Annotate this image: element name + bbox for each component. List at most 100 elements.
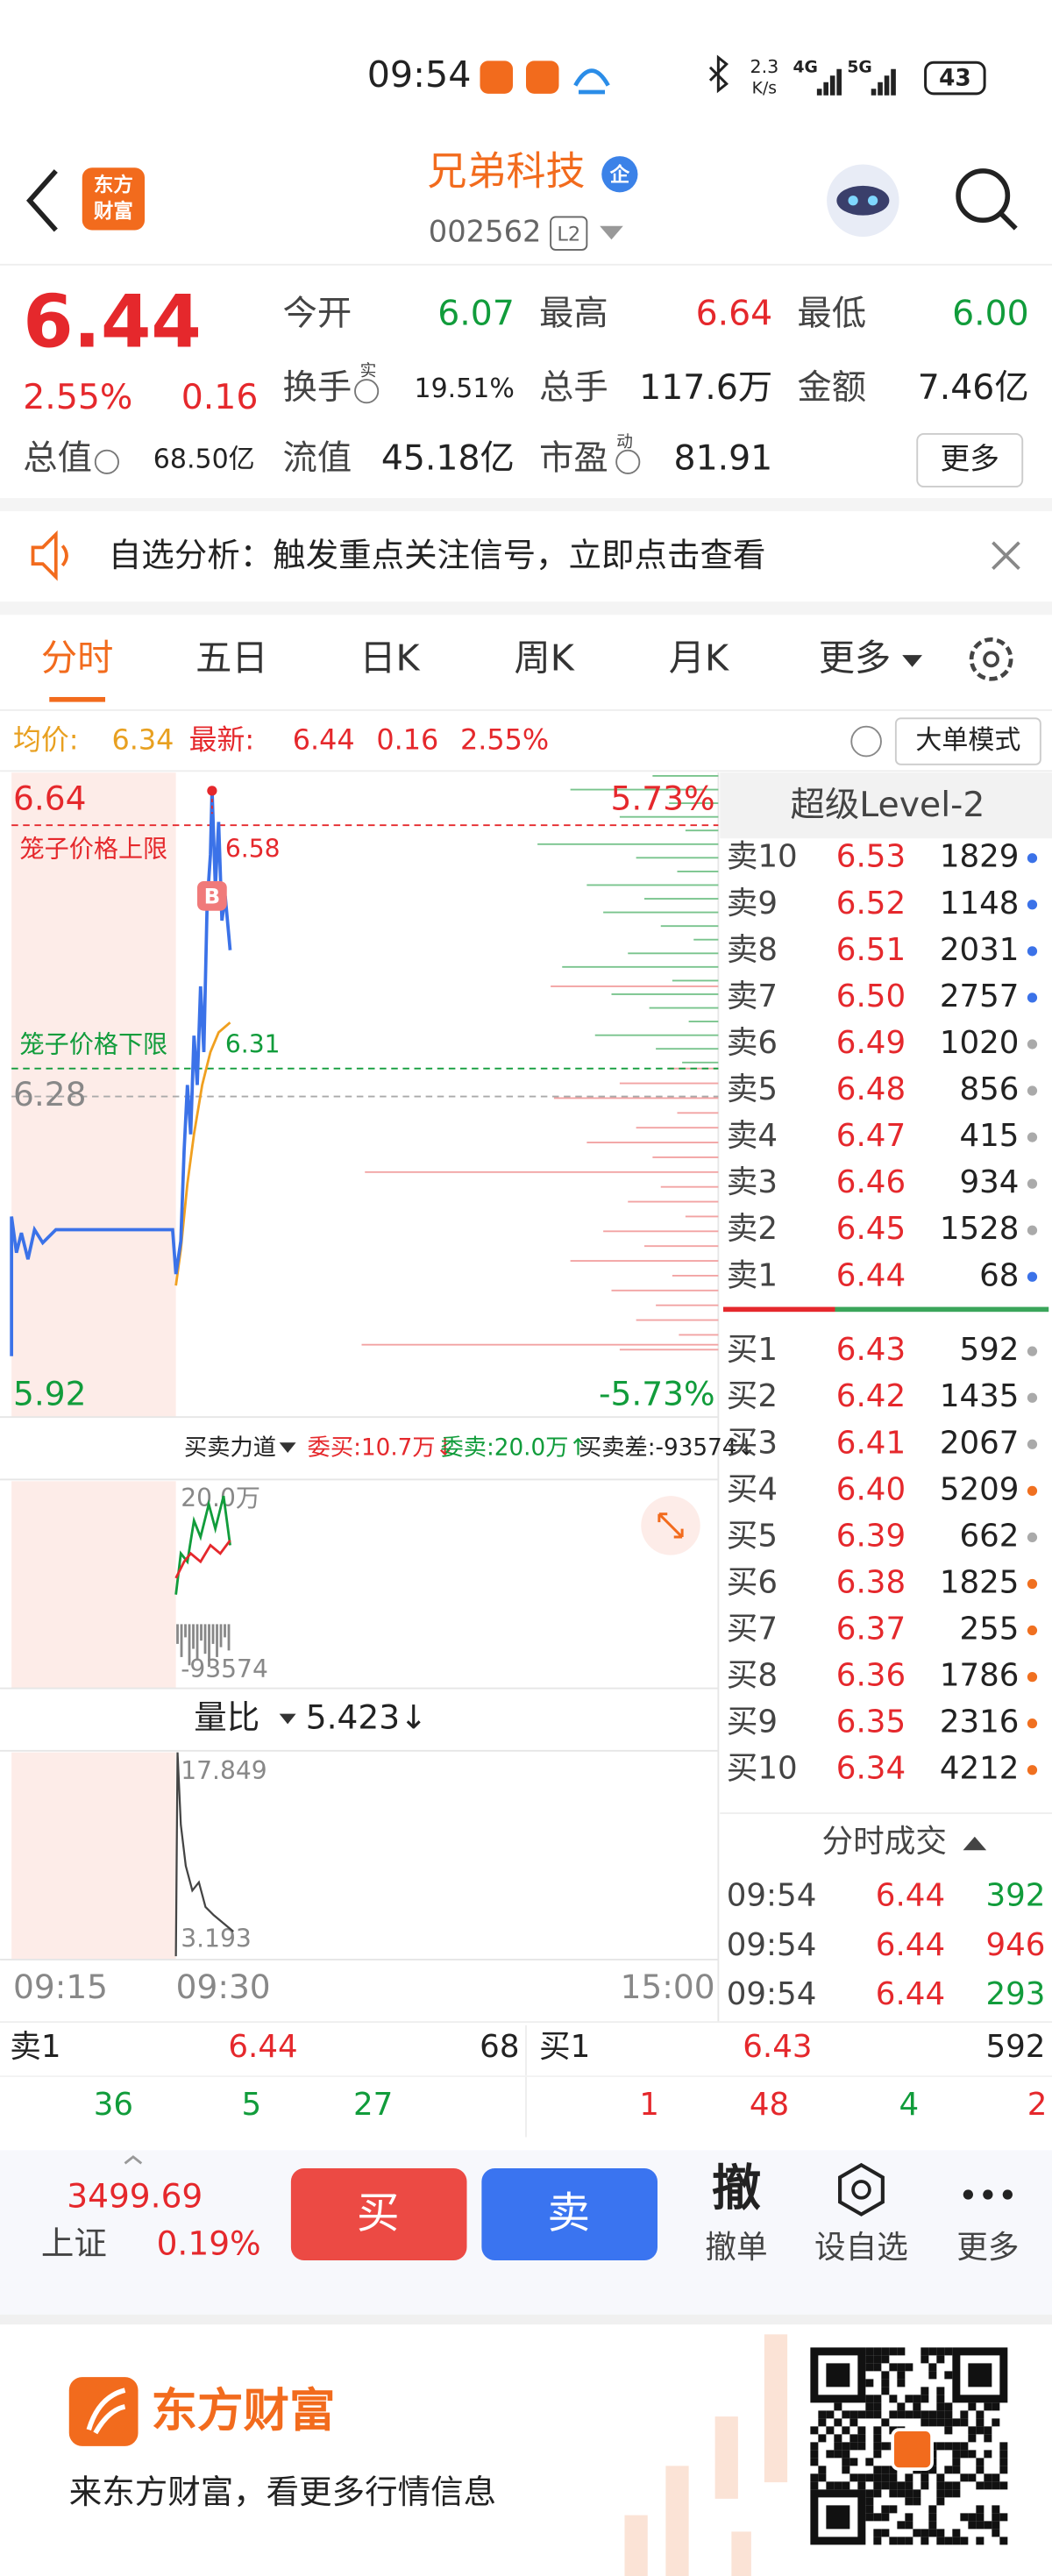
level2-title[interactable]: 超级Level-2: [791, 785, 985, 825]
vr-label[interactable]: 量比: [194, 1698, 259, 1737]
tab[interactable]: 日K: [359, 637, 420, 680]
qr-cell: [999, 2442, 1008, 2451]
book-qty: 2316: [940, 1704, 1020, 1740]
back-button[interactable]: [26, 169, 58, 232]
qr-cell: [936, 2537, 945, 2545]
qr-cell: [897, 2521, 906, 2530]
qr-cell: [873, 2395, 882, 2403]
qr-cell: [857, 2481, 866, 2490]
search-button[interactable]: [956, 168, 1011, 224]
high-dot: [207, 786, 217, 796]
qr-cell: [810, 2473, 819, 2482]
force-sell: 委卖:20.0万↑: [441, 1434, 588, 1461]
help-icon[interactable]: [850, 725, 882, 758]
watch-icon[interactable]: [838, 2162, 885, 2217]
qr-cell: [897, 2410, 906, 2419]
qr-cell: [842, 2481, 850, 2490]
book-qty: 2067: [940, 1425, 1020, 1461]
sell-button-text[interactable]: 卖: [547, 2188, 590, 2238]
qr-cell: [865, 2402, 874, 2411]
tab[interactable]: 更多: [819, 637, 891, 680]
stat-value: 19.51%: [415, 374, 515, 404]
qr-cell: [960, 2537, 969, 2545]
buy-button-text[interactable]: 买: [357, 2188, 400, 2238]
index-value[interactable]: 3499.69: [67, 2176, 203, 2215]
qr-cell: [849, 2434, 858, 2443]
qr-cell: [849, 2473, 858, 2482]
more-dot: [1002, 2189, 1013, 2200]
qr-cell: [976, 2466, 984, 2474]
book-dot: [1027, 1225, 1038, 1235]
book-dot: [1027, 1271, 1038, 1282]
book-dot: [1027, 1392, 1038, 1403]
qr-cell: [968, 2450, 977, 2459]
qr-cell: [897, 2363, 906, 2372]
qr-cell: [999, 2481, 1008, 2490]
cancel-button[interactable]: 撤单: [705, 2230, 767, 2266]
more-menu[interactable]: 更多: [956, 2230, 1019, 2266]
settings-button[interactable]: [969, 637, 1013, 681]
index-name[interactable]: 上证: [41, 2224, 107, 2263]
avg-label: 均价:: [13, 723, 78, 757]
qr-cell: [952, 2450, 961, 2459]
qr-cell: [999, 2513, 1008, 2522]
book-price: 6.42: [836, 1378, 906, 1414]
qr-cell: [818, 2410, 827, 2419]
queue-qty: 4: [899, 2087, 920, 2123]
close-button[interactable]: [992, 541, 1020, 571]
force-label[interactable]: 买卖力道: [184, 1434, 276, 1461]
lower-limit-value: 6.31: [225, 1029, 281, 1058]
watch-button[interactable]: 设自选: [814, 2230, 908, 2266]
book-dot: [1027, 1485, 1038, 1496]
battery: [924, 60, 986, 96]
book-price: 6.37: [836, 1612, 906, 1647]
footer-brand: 东方财富: [152, 2384, 336, 2437]
qr-cell: [928, 2505, 937, 2514]
tab[interactable]: 五日: [195, 637, 267, 680]
notice-text[interactable]: 自选分析：触发重点关注信号，立即点击查看: [109, 536, 766, 574]
app-icon: [573, 68, 610, 95]
buy-button[interactable]: [290, 2168, 467, 2261]
qr-cell: [936, 2355, 945, 2364]
more-button-text[interactable]: 更多: [940, 441, 999, 475]
qr-cell: [944, 2347, 953, 2356]
qr-cell: [920, 2395, 929, 2403]
more-button[interactable]: [916, 433, 1024, 487]
stat-label: 最低: [797, 293, 866, 333]
book-qty: 255: [960, 1612, 1020, 1647]
info-icon: [354, 379, 380, 404]
mode-button[interactable]: [894, 717, 1041, 765]
qr-cell: [881, 2355, 890, 2364]
book-label: 卖6: [727, 1025, 778, 1061]
qr-cell: [881, 2379, 890, 2387]
qr-cell: [944, 2442, 953, 2451]
tab[interactable]: 月K: [669, 637, 729, 680]
book-price: 6.39: [836, 1518, 906, 1554]
cancel-icon[interactable]: 撤: [712, 2160, 761, 2217]
qr-cell: [889, 2395, 898, 2403]
expand-icon: [658, 1512, 684, 1539]
qr-cell: [968, 2513, 977, 2522]
index-pct[interactable]: 0.19%: [157, 2224, 261, 2263]
trades-title[interactable]: 分时成交: [822, 1824, 947, 1860]
lower-limit-label: 笼子价格下限: [20, 1029, 168, 1058]
sell-button[interactable]: [481, 2168, 658, 2261]
qr-cell: [913, 2529, 921, 2537]
qr-cell: [865, 2363, 874, 2372]
qr-finder: [826, 2505, 850, 2530]
tab[interactable]: 分时: [41, 637, 113, 680]
app-icon: [526, 60, 559, 94]
bluetooth-icon: [708, 54, 729, 94]
mode-text[interactable]: 大单模式: [915, 725, 1020, 756]
book-price: 6.53: [836, 839, 906, 875]
best-price: 6.43: [743, 2029, 812, 2065]
qr-cell: [976, 2481, 984, 2490]
tab[interactable]: 周K: [514, 637, 574, 680]
qr-cell: [976, 2410, 984, 2419]
qr-cell: [913, 2489, 921, 2498]
qr-cell: [976, 2426, 984, 2435]
footer-logo: [68, 2377, 139, 2446]
qr-cell: [818, 2418, 827, 2427]
stock-name: 兄弟科技: [428, 148, 586, 195]
qr-cell: [976, 2418, 984, 2427]
